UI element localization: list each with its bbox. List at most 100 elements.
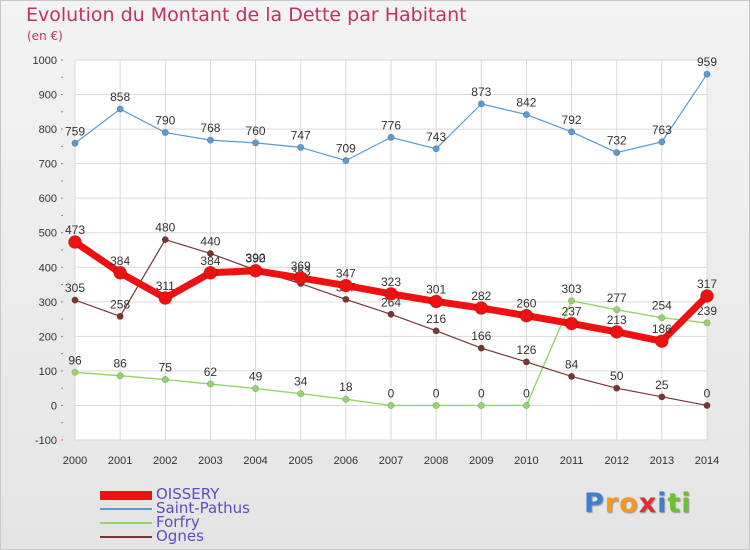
data-point-oissery <box>113 265 127 280</box>
chart-unit-label: (en €) <box>27 29 63 43</box>
y-tick-label: 600 <box>39 193 57 205</box>
data-point-saint-pathus <box>71 139 79 147</box>
y-tick-label: 200 <box>39 331 57 343</box>
data-point-oissery <box>68 235 82 249</box>
data-label-oissery: 260 <box>516 297 536 311</box>
logo-letter: r <box>604 488 620 519</box>
data-point-saint-pathus <box>432 145 440 153</box>
data-label-forfry: 0 <box>478 386 485 400</box>
data-label-forfry: 0 <box>388 386 395 400</box>
data-point-oissery <box>564 316 579 331</box>
data-label-oissery: 384 <box>110 254 130 268</box>
data-label-oissery: 473 <box>65 223 85 237</box>
data-label-saint-pathus: 842 <box>516 96 536 110</box>
data-label-ognes: 25 <box>655 378 669 392</box>
data-point-ognes <box>206 249 214 257</box>
legend-item: Saint-Pathus <box>100 499 360 517</box>
data-label-forfry: 0 <box>523 386 530 400</box>
x-tick-label: 2005 <box>288 455 312 467</box>
data-label-forfry: 34 <box>294 375 308 389</box>
data-point-forfry <box>342 395 350 403</box>
data-point-saint-pathus <box>658 138 666 146</box>
x-tick-label: 2002 <box>153 455 177 467</box>
data-label-forfry: 75 <box>159 361 173 375</box>
data-point-oissery <box>248 263 263 278</box>
logo-letter: o <box>619 488 639 519</box>
data-point-ognes <box>703 401 711 409</box>
legend-swatch <box>100 536 152 538</box>
data-label-oissery: 301 <box>426 282 446 296</box>
data-point-saint-pathus <box>522 111 530 119</box>
legend-label: Forfry <box>156 513 200 531</box>
logo-letter: x <box>638 488 658 519</box>
legend-label: Saint-Pathus <box>156 499 250 517</box>
x-tick-label: 2014 <box>695 455 719 467</box>
data-point-ognes <box>568 372 576 380</box>
data-label-forfry: 239 <box>697 304 717 318</box>
data-point-ognes <box>342 295 350 303</box>
legend-label: OISSERY <box>156 485 220 503</box>
x-tick-label: 2011 <box>560 455 584 467</box>
y-tick-label: 500 <box>39 228 57 240</box>
data-label-oissery: 213 <box>607 313 627 327</box>
x-tick-label: 2009 <box>469 455 493 467</box>
data-label-saint-pathus: 763 <box>652 123 672 137</box>
data-label-ognes: 126 <box>516 343 536 357</box>
y-tick-label: 800 <box>39 124 57 136</box>
data-label-saint-pathus: 747 <box>291 128 311 142</box>
data-label-saint-pathus: 858 <box>110 90 130 104</box>
x-tick-label: 2010 <box>514 455 538 467</box>
data-label-forfry: 0 <box>433 386 440 400</box>
x-tick-label: 2012 <box>604 455 628 467</box>
data-label-saint-pathus: 709 <box>336 142 356 156</box>
data-point-forfry <box>522 401 530 409</box>
x-tick-label: 2001 <box>108 455 132 467</box>
data-label-oissery: 186 <box>652 322 672 336</box>
data-label-ognes: 50 <box>610 369 624 383</box>
data-label-forfry: 254 <box>652 299 672 313</box>
y-tick-label: 300 <box>39 297 57 309</box>
data-point-oissery <box>158 291 173 305</box>
data-label-saint-pathus: 873 <box>471 85 491 99</box>
logo-letter: i <box>681 488 692 519</box>
data-point-oissery <box>339 278 353 293</box>
data-point-forfry <box>161 376 169 384</box>
data-point-ognes <box>477 344 485 352</box>
data-label-oissery: 282 <box>471 289 491 303</box>
data-label-saint-pathus: 792 <box>562 113 582 127</box>
y-tick-label: -100 <box>35 435 57 447</box>
data-point-ognes <box>71 296 79 304</box>
data-label-saint-pathus: 790 <box>155 114 175 128</box>
y-tick-label: 400 <box>39 262 57 274</box>
data-point-saint-pathus <box>297 143 305 151</box>
data-point-forfry <box>703 319 711 327</box>
data-label-oissery: 384 <box>200 254 220 268</box>
data-label-ognes: 440 <box>200 234 220 248</box>
data-label-forfry: 18 <box>339 380 353 394</box>
data-point-saint-pathus <box>387 133 395 141</box>
legend-item: Forfry <box>100 513 360 531</box>
data-point-forfry <box>477 401 485 409</box>
y-tick-label: 100 <box>39 366 57 378</box>
data-label-ognes: 480 <box>155 221 175 235</box>
data-point-oissery <box>519 308 534 323</box>
data-point-oissery <box>700 289 714 303</box>
data-label-saint-pathus: 743 <box>426 130 446 144</box>
data-point-ognes <box>613 384 621 392</box>
y-tick-label: 0 <box>51 400 57 412</box>
data-point-ognes <box>432 327 440 335</box>
logo-letter: i <box>657 488 668 519</box>
data-point-ognes <box>658 393 666 401</box>
x-tick-label: 2006 <box>334 455 358 467</box>
data-label-forfry: 303 <box>562 282 582 296</box>
x-tick-label: 2003 <box>198 455 222 467</box>
data-point-oissery <box>429 294 443 309</box>
data-point-saint-pathus <box>206 136 214 144</box>
data-point-forfry <box>71 368 79 376</box>
logo-letter: P <box>584 488 605 519</box>
data-label-forfry: 49 <box>249 370 263 384</box>
data-point-ognes <box>116 312 124 320</box>
data-point-oissery <box>203 265 218 280</box>
data-label-saint-pathus: 732 <box>607 134 627 148</box>
x-tick-label: 2000 <box>63 455 87 467</box>
